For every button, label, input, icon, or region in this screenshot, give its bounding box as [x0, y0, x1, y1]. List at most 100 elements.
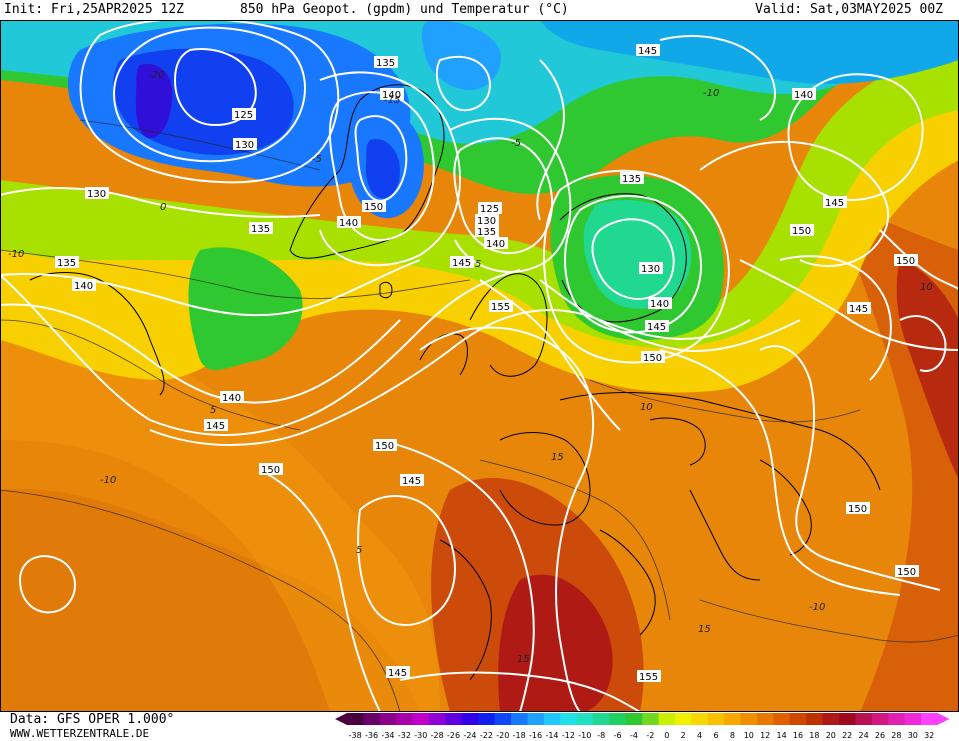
geo-label: 150 — [846, 502, 870, 515]
svg-text:150: 150 — [792, 226, 811, 237]
legend-tick-label: -12 — [562, 731, 575, 740]
temp-label: -10 — [809, 602, 825, 613]
geo-label: 145 — [636, 44, 660, 57]
legend-swatch — [543, 713, 561, 725]
legend-swatch — [675, 713, 692, 725]
legend-swatch — [429, 713, 446, 725]
svg-text:135: 135 — [477, 227, 496, 238]
svg-text:150: 150 — [897, 567, 916, 578]
temp-field-cold-core — [135, 64, 173, 139]
legend-tick-label: 8 — [730, 731, 735, 740]
legend-swatch — [707, 713, 725, 725]
svg-text:150: 150 — [375, 441, 394, 452]
temp-label: 5 — [356, 545, 362, 556]
geo-label: 125 — [478, 202, 502, 215]
header-bar: Init: Fri,25APR2025 12Z 850 hPa Geopot. … — [0, 0, 959, 20]
legend-tick-label: 4 — [697, 731, 702, 740]
geo-label: 140 — [380, 88, 404, 101]
temp-label: 10 — [920, 282, 933, 293]
temp-field-cold-north — [421, 20, 501, 90]
geo-label: 140 — [484, 237, 508, 250]
svg-text:140: 140 — [382, 90, 401, 101]
legend-swatch — [888, 713, 905, 725]
svg-text:145: 145 — [647, 322, 666, 333]
temp-label: -10 — [703, 88, 719, 99]
geopotential-labels: 135 140 125 130 130 135 135 140 140 145 … — [55, 44, 919, 683]
legend-swatch — [806, 713, 823, 725]
svg-text:135: 135 — [251, 224, 270, 235]
temp-field-green-sw-greenland — [188, 247, 303, 371]
legend-tick-label: -30 — [414, 731, 427, 740]
legend-swatch — [576, 713, 594, 725]
geo-label: 135 — [55, 256, 79, 269]
svg-text:125: 125 — [234, 110, 253, 121]
svg-text:145: 145 — [638, 46, 657, 57]
legend-tick-label: -16 — [529, 731, 542, 740]
svg-text:135: 135 — [57, 258, 76, 269]
init-time: Init: Fri,25APR2025 12Z — [4, 2, 185, 17]
geo-label: 130 — [639, 262, 663, 275]
legend-swatch — [822, 713, 840, 725]
legend-tick-label: -14 — [545, 731, 558, 740]
weather-map: 135 140 125 130 130 135 135 140 140 145 … — [0, 20, 959, 712]
valid-time: Valid: Sat,03MAY2025 00Z — [755, 2, 943, 17]
svg-text:145: 145 — [825, 198, 844, 209]
legend-tick-label: 24 — [859, 731, 869, 740]
legend-swatch — [379, 713, 397, 725]
legend-tick-label: 26 — [875, 731, 885, 740]
geo-label: 140 — [337, 216, 361, 229]
legend-swatch — [773, 713, 791, 725]
legend-tick-label: 14 — [777, 731, 787, 740]
svg-text:125: 125 — [480, 204, 499, 215]
legend-swatch — [789, 713, 807, 725]
svg-text:130: 130 — [87, 189, 106, 200]
geo-label: 130 — [85, 187, 109, 200]
svg-text:145: 145 — [388, 668, 407, 679]
svg-text:130: 130 — [641, 264, 660, 275]
geo-label: 150 — [641, 351, 665, 364]
website-credit: WWW.WETTERZENTRALE.DE — [10, 727, 150, 740]
temp-label: 5 — [475, 259, 481, 270]
svg-text:140: 140 — [339, 218, 358, 229]
legend-tick-label: 20 — [826, 731, 836, 740]
legend-swatch — [740, 713, 758, 725]
legend-tick-label: 22 — [842, 731, 852, 740]
legend-tick-label: 0 — [664, 731, 669, 740]
legend-tick-label: -8 — [597, 731, 605, 740]
geopotential-contours — [0, 20, 959, 712]
legend-tick-label: -18 — [513, 731, 526, 740]
geo-label: 150 — [362, 200, 386, 213]
svg-text:130: 130 — [477, 216, 496, 227]
geo-label: 145 — [386, 666, 410, 679]
svg-text:145: 145 — [206, 421, 225, 432]
legend-swatch — [921, 713, 938, 725]
legend-swatch — [494, 713, 512, 725]
svg-text:145: 145 — [402, 476, 421, 487]
legend-swatch — [347, 713, 364, 725]
legend-swatch — [445, 713, 463, 725]
geo-label: 140 — [648, 297, 672, 310]
geo-label: 140 — [792, 88, 816, 101]
legend-swatch — [363, 713, 381, 725]
legend-swatch — [461, 713, 479, 725]
legend-tick-label: -32 — [398, 731, 411, 740]
legend-tick-label: -10 — [578, 731, 591, 740]
temp-label: -20 — [148, 70, 164, 81]
legend-arrow-left — [335, 713, 347, 725]
legend-tick-label: -28 — [431, 731, 444, 740]
geo-label: 145 — [450, 256, 474, 269]
temp-field-hot-core — [498, 574, 613, 712]
legend-swatch — [593, 713, 610, 725]
legend-tick-label: -38 — [349, 731, 362, 740]
legend-tick-label: 10 — [744, 731, 754, 740]
legend-tick-label: 6 — [713, 731, 718, 740]
legend-bar — [335, 713, 950, 725]
legend-tick-label: -20 — [496, 731, 509, 740]
legend-tick-label: 18 — [809, 731, 819, 740]
legend-tick-label: 32 — [924, 731, 934, 740]
legend-swatch — [609, 713, 627, 725]
temp-label: 15 — [517, 654, 530, 665]
geo-label: 145 — [847, 302, 871, 315]
geo-label: 135 — [620, 172, 644, 185]
geo-label: 150 — [373, 439, 397, 452]
